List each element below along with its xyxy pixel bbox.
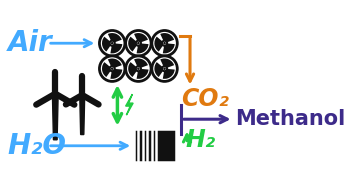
- Polygon shape: [80, 95, 85, 135]
- Wedge shape: [102, 37, 112, 52]
- Wedge shape: [128, 37, 138, 52]
- Text: Methanol: Methanol: [235, 109, 345, 129]
- Polygon shape: [152, 129, 171, 162]
- Text: CO₂: CO₂: [181, 87, 229, 111]
- Wedge shape: [102, 62, 112, 77]
- Wedge shape: [110, 69, 122, 79]
- Circle shape: [136, 41, 141, 46]
- Wedge shape: [137, 43, 148, 53]
- Wedge shape: [134, 33, 148, 43]
- Wedge shape: [163, 43, 175, 53]
- Polygon shape: [156, 129, 176, 162]
- Wedge shape: [110, 43, 122, 53]
- Circle shape: [152, 30, 177, 56]
- Circle shape: [136, 66, 141, 71]
- Wedge shape: [160, 58, 174, 69]
- Polygon shape: [126, 94, 133, 115]
- Circle shape: [110, 41, 115, 46]
- Polygon shape: [134, 129, 153, 162]
- Circle shape: [110, 66, 115, 71]
- Circle shape: [79, 92, 85, 98]
- Wedge shape: [160, 33, 174, 43]
- Wedge shape: [128, 62, 138, 77]
- Circle shape: [152, 56, 177, 81]
- Circle shape: [99, 56, 125, 81]
- Circle shape: [163, 42, 166, 44]
- Circle shape: [126, 30, 151, 56]
- Polygon shape: [143, 129, 162, 162]
- Circle shape: [52, 91, 58, 97]
- Circle shape: [162, 66, 167, 71]
- Wedge shape: [163, 69, 175, 79]
- Circle shape: [99, 30, 125, 56]
- Circle shape: [111, 42, 114, 44]
- Wedge shape: [137, 69, 148, 79]
- Wedge shape: [155, 62, 165, 77]
- Circle shape: [162, 41, 167, 46]
- Circle shape: [163, 67, 166, 70]
- Polygon shape: [138, 129, 158, 162]
- Circle shape: [137, 67, 140, 70]
- Wedge shape: [155, 37, 165, 52]
- Wedge shape: [108, 33, 122, 43]
- Wedge shape: [108, 58, 122, 69]
- Text: Air: Air: [7, 29, 52, 57]
- Circle shape: [137, 42, 140, 44]
- Text: H₂: H₂: [186, 128, 216, 152]
- Polygon shape: [52, 94, 58, 140]
- Wedge shape: [134, 58, 148, 69]
- Circle shape: [126, 56, 151, 81]
- Circle shape: [111, 67, 114, 70]
- Text: H₂O: H₂O: [7, 132, 66, 160]
- Polygon shape: [147, 129, 167, 162]
